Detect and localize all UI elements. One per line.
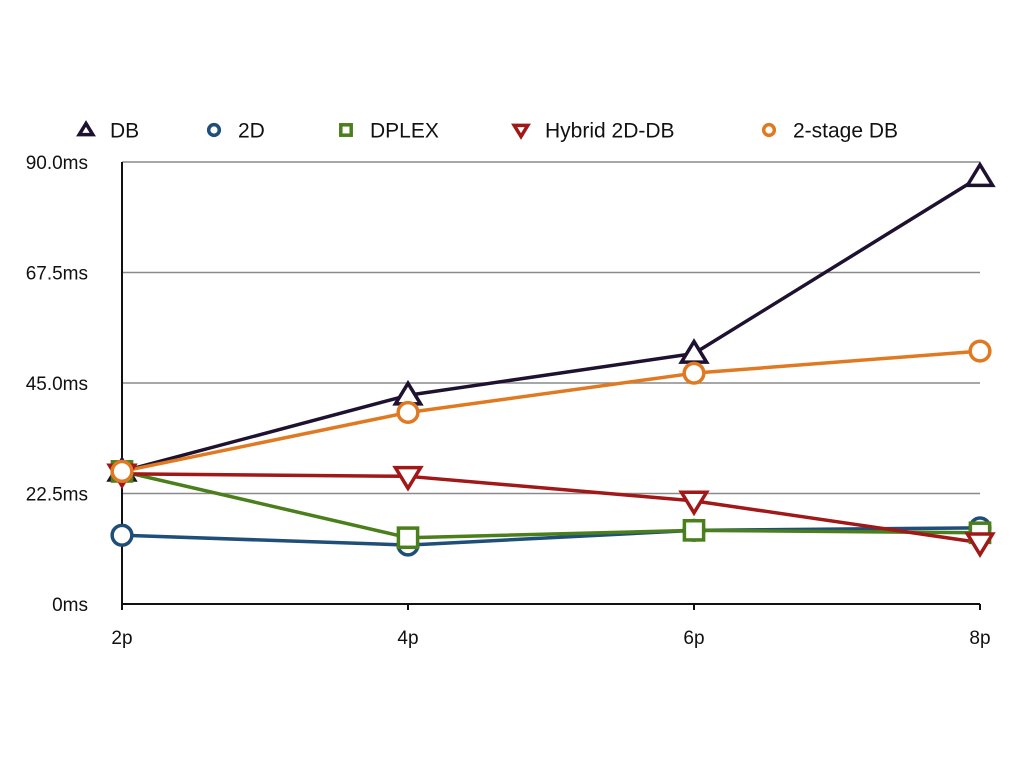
legend-marker [761, 122, 777, 138]
data-point [682, 518, 706, 542]
legend-marker [206, 122, 222, 138]
legend-label: Hybrid 2D-DB [545, 120, 675, 143]
y-tick-label: 90.0ms [26, 153, 88, 174]
data-point [964, 532, 996, 558]
x-tick-label: 6p [683, 628, 704, 649]
legend-label: DPLEX [370, 120, 439, 143]
data-point [392, 465, 424, 492]
tick-labels: 0ms 22.5ms 45.0ms 67.5ms 90.0ms 2p 4p 6p 8p [26, 153, 991, 649]
y-tick-label: 67.5ms [26, 264, 88, 285]
axes [121, 162, 981, 610]
series-line-2d [121, 526, 981, 547]
legend-label: 2D [238, 120, 265, 143]
x-tick-label: 4p [397, 628, 418, 649]
grid-lines [122, 161, 980, 495]
series-line-db [121, 175, 981, 474]
legend-marker [511, 123, 531, 140]
data-point [110, 459, 134, 483]
data-point [110, 523, 134, 547]
legend-marker [76, 120, 96, 137]
data-point [682, 361, 706, 385]
data-point [678, 338, 710, 364]
legend-label: DB [110, 120, 139, 143]
data-point [968, 339, 992, 363]
legend-label: 2-stage DB [793, 120, 898, 143]
data-point [396, 400, 420, 425]
y-tick-label: 0ms [52, 595, 88, 616]
series-lines [106, 161, 996, 558]
data-point [964, 161, 996, 188]
series-line-dplex [121, 469, 981, 540]
y-tick-label: 22.5ms [26, 485, 88, 506]
x-tick-label: 8p [969, 628, 990, 649]
series-line-hybrid-2d-db [121, 472, 981, 545]
data-point [678, 490, 710, 517]
legend: DB 2D DPLEX Hybrid 2D-DB 2-stage DB [76, 120, 898, 143]
data-point [396, 526, 420, 550]
y-tick-label: 45.0ms [26, 374, 88, 395]
legend-marker [339, 123, 353, 137]
x-tick-label: 2p [111, 628, 132, 649]
series-line-2-stage-db [121, 349, 981, 474]
